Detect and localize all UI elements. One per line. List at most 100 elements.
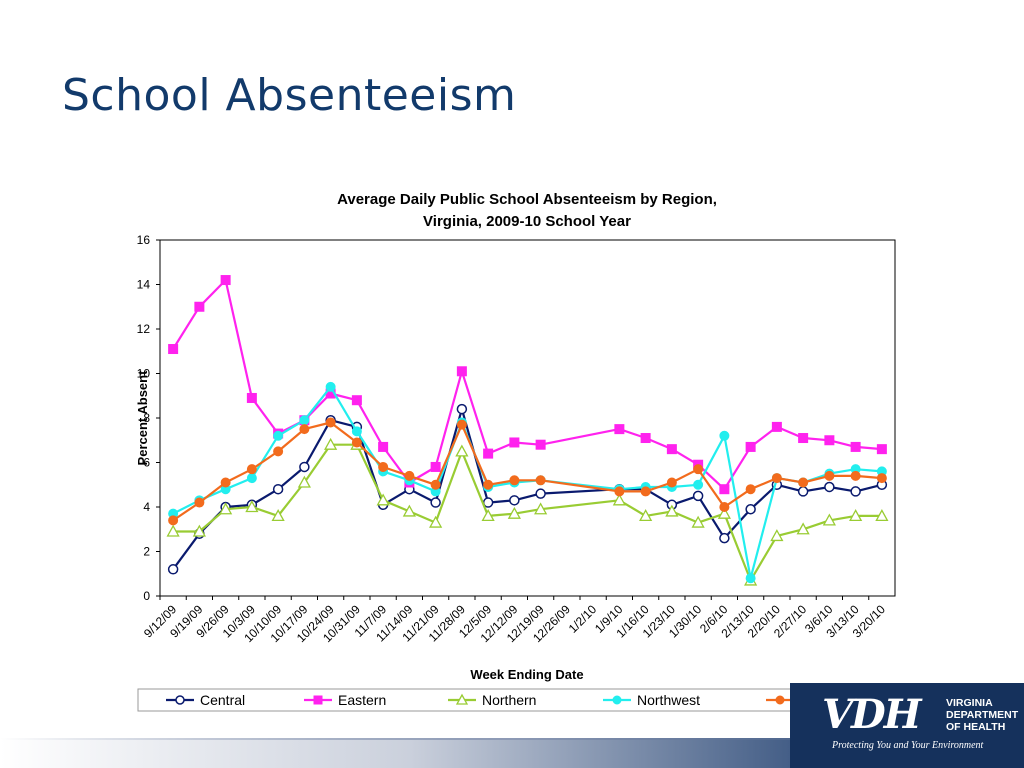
series-central-point xyxy=(509,495,520,506)
series-northwest-point xyxy=(719,430,730,441)
series-eastern-point xyxy=(640,433,651,444)
series-northwest-point xyxy=(325,381,336,392)
series-central-point xyxy=(850,486,861,497)
y-tick-label: 8 xyxy=(143,411,150,425)
series-eastern-point xyxy=(430,461,441,472)
slide-title: School Absenteeism xyxy=(62,70,517,121)
series-northern-point xyxy=(429,515,443,528)
series-northern-line xyxy=(173,443,882,582)
footer-divider xyxy=(0,738,1024,740)
series-central-point xyxy=(272,483,284,495)
series-southwest-point xyxy=(246,464,257,475)
series-eastern-point xyxy=(798,433,809,444)
chart-legend: CentralEasternNorthernNorthwestSouthwest xyxy=(137,688,901,712)
series-central-point xyxy=(745,503,756,515)
legend-swatch-marker xyxy=(612,695,622,705)
legend-swatch-marker xyxy=(455,693,469,705)
series-northern-point xyxy=(192,524,206,537)
series-eastern-point xyxy=(351,395,362,406)
series-central-point xyxy=(535,488,546,499)
series-eastern-point xyxy=(745,441,756,452)
y-tick-label: 16 xyxy=(137,233,151,247)
series-southwest xyxy=(168,417,887,526)
series-northern-point xyxy=(849,509,863,522)
series-eastern-point xyxy=(456,366,467,377)
series-southwest-point xyxy=(640,486,651,497)
y-tick-label: 12 xyxy=(137,322,151,336)
series-southwest-point xyxy=(771,473,782,484)
series-southwest-point xyxy=(666,477,677,488)
vdh-logo xyxy=(790,683,1024,768)
series-eastern-point xyxy=(168,344,179,355)
series-northern-point xyxy=(639,509,653,522)
series-eastern-point xyxy=(483,448,494,459)
series-eastern-point xyxy=(614,424,625,435)
series-northwest-point xyxy=(745,573,756,584)
series-eastern-point xyxy=(850,441,861,452)
series-eastern-point xyxy=(246,392,257,403)
series-southwest-point xyxy=(325,417,336,428)
y-tick-label: 0 xyxy=(143,589,150,603)
series-eastern-line xyxy=(172,279,882,491)
plot-area-frame xyxy=(159,239,896,597)
series-southwest-point xyxy=(719,502,730,512)
vdh-logo-mark: VDH xyxy=(822,693,942,737)
series-southwest-point xyxy=(194,497,205,508)
series-southwest-point xyxy=(299,424,310,435)
series-northern-point xyxy=(166,524,180,537)
series-southwest-point xyxy=(614,486,625,497)
series-central-point xyxy=(167,564,179,575)
series-northern-point xyxy=(271,509,285,522)
series-northern-point xyxy=(324,437,338,450)
series-eastern-point xyxy=(535,439,546,450)
series-central-point xyxy=(430,497,441,508)
legend-swatch-marker xyxy=(175,695,185,705)
series-northwest-point xyxy=(273,430,284,441)
series-central-point xyxy=(824,481,835,493)
series-eastern-point xyxy=(824,435,835,446)
series-northern-point xyxy=(245,500,259,513)
x-axis-title: Week Ending Date xyxy=(470,667,583,682)
series-central-point xyxy=(797,486,809,497)
legend-label-northwest: Northwest xyxy=(637,692,700,708)
series-southwest-point xyxy=(168,515,179,526)
series-southwest-point xyxy=(404,470,415,481)
series-northern-point xyxy=(455,444,469,457)
series-central-point xyxy=(299,461,310,473)
series-southwest-point xyxy=(483,479,494,490)
legend-swatch-marker xyxy=(313,695,323,705)
series-northern-point xyxy=(770,529,784,542)
vdh-org-name: VIRGINIA DEPARTMENT OF HEALTH xyxy=(946,697,1019,733)
series-southwest-point xyxy=(824,470,835,481)
series-northern-point xyxy=(796,522,810,535)
series-northern-point xyxy=(402,504,416,517)
series-northern-point xyxy=(691,515,705,528)
legend-label-eastern: Eastern xyxy=(338,692,386,708)
series-southwest-point xyxy=(273,446,284,457)
series-eastern-point xyxy=(666,444,677,455)
series-eastern-point xyxy=(194,301,205,312)
series-northern-point xyxy=(612,493,626,506)
legend-label-northern: Northern xyxy=(482,692,536,708)
series-northern-point xyxy=(717,506,731,519)
y-axis-title: Percent Absent xyxy=(135,370,150,466)
series-northern-point xyxy=(875,509,889,522)
y-tick-label: 14 xyxy=(137,278,151,292)
series-northern-point xyxy=(481,509,495,522)
series-southwest-point xyxy=(876,473,887,484)
series-northern-point xyxy=(822,513,836,526)
series-central-line xyxy=(172,408,883,570)
series-northwest-point xyxy=(351,426,362,437)
series-northern xyxy=(166,437,889,586)
series-southwest-point xyxy=(693,464,704,475)
series-southwest-point xyxy=(430,479,441,490)
x-tick-label: 1/2/10 xyxy=(566,602,600,636)
series-northern-point xyxy=(534,502,548,515)
chart-title: Virginia, 2009-10 School Year xyxy=(423,213,631,230)
legend-swatch-marker xyxy=(775,695,785,705)
series-eastern-point xyxy=(876,444,887,455)
y-tick-label: 2 xyxy=(143,545,150,559)
series-northern-point xyxy=(665,504,679,517)
series-southwest-point xyxy=(850,470,861,481)
